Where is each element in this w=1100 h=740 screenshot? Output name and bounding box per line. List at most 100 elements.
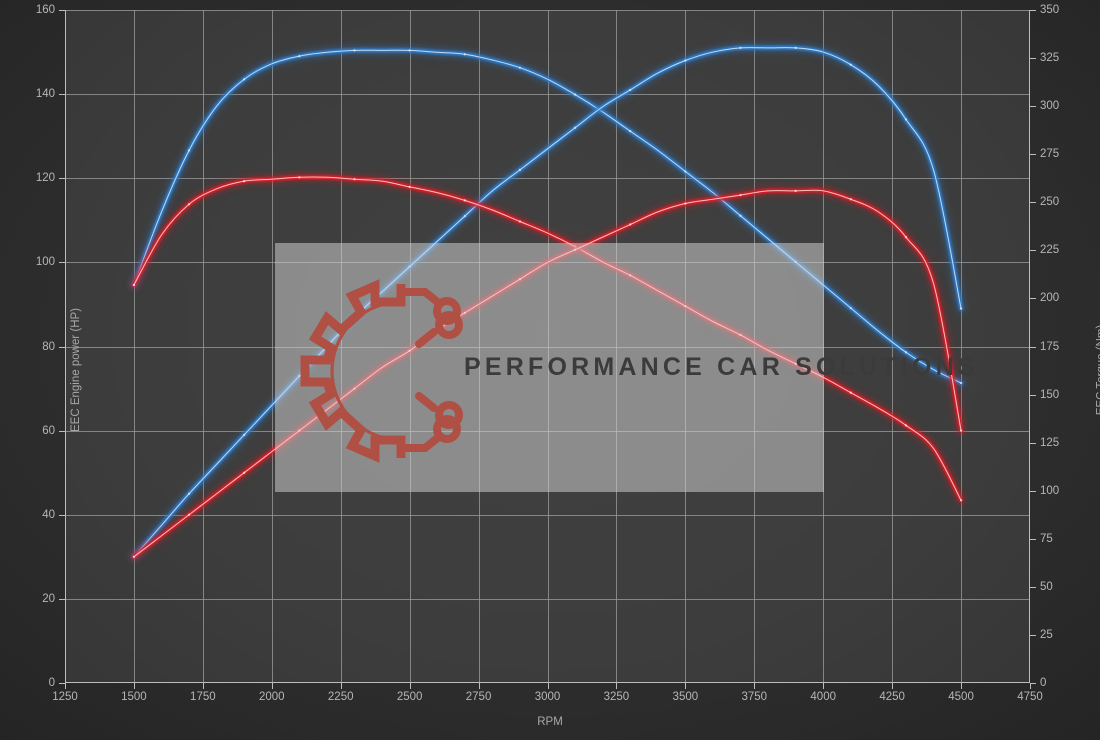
x-axis-tick-label: 2750 xyxy=(465,691,492,703)
x-axis-tick-label: 3250 xyxy=(603,691,630,703)
y-axis-left-tick xyxy=(59,430,65,432)
data-point xyxy=(794,189,797,192)
data-point xyxy=(959,429,963,432)
x-axis-tick xyxy=(823,683,825,689)
y-axis-left-tick-label: 0 xyxy=(48,677,55,689)
data-point xyxy=(132,283,136,287)
x-axis-tick xyxy=(754,683,756,689)
data-point xyxy=(629,130,632,133)
data-point xyxy=(187,203,191,206)
gridline-vertical xyxy=(961,10,963,683)
x-axis-tick xyxy=(892,683,894,689)
x-axis-tick xyxy=(478,683,480,689)
data-point xyxy=(518,168,522,171)
data-point xyxy=(353,178,356,181)
watermark-panel: PERFORMANCE CAR SOLUTIONS xyxy=(275,243,975,492)
x-axis-tick-label: 4500 xyxy=(948,691,974,703)
gridline-vertical xyxy=(202,10,204,683)
y-axis-left-tick xyxy=(59,94,65,96)
y-axis-right-tick xyxy=(1030,683,1036,684)
x-axis-title: RPM xyxy=(537,716,563,728)
data-point xyxy=(298,55,301,58)
y-axis-left-tick-label: 40 xyxy=(42,508,55,521)
y-axis-right-tick-label: 225 xyxy=(1040,244,1060,257)
y-axis-right-tick-label: 125 xyxy=(1040,436,1060,449)
x-axis-tick xyxy=(340,683,342,689)
y-axis-right-tick-label: 325 xyxy=(1040,52,1060,65)
x-axis-tick xyxy=(65,683,66,689)
data-point xyxy=(684,170,687,173)
data-point xyxy=(243,180,246,183)
data-point xyxy=(353,49,356,52)
data-point xyxy=(959,499,963,502)
data-point xyxy=(959,381,963,385)
y-axis-right-tick xyxy=(1030,202,1036,204)
data-point xyxy=(243,433,246,436)
data-point xyxy=(684,202,687,205)
data-point xyxy=(849,63,852,66)
y-axis-left-tick xyxy=(59,598,65,600)
data-point xyxy=(408,49,411,52)
x-axis-tick xyxy=(271,683,273,689)
y-axis-left-tick xyxy=(59,178,65,180)
x-axis-line xyxy=(65,682,1030,683)
x-axis-tick xyxy=(409,683,411,689)
y-axis-right-tick xyxy=(1030,394,1036,396)
y-axis-right-tick xyxy=(1030,154,1036,156)
y-axis-left-tick-label: 100 xyxy=(35,256,55,269)
data-point xyxy=(739,214,742,217)
x-axis-tick xyxy=(547,683,549,689)
y-axis-left-tick-label: 140 xyxy=(35,88,55,101)
y-axis-right-tick-label: 75 xyxy=(1040,532,1053,545)
y-axis-right-tick-label: 150 xyxy=(1040,388,1060,401)
data-point xyxy=(463,53,466,56)
data-point xyxy=(408,185,411,188)
y-axis-left-tick-label: 20 xyxy=(42,592,55,605)
data-point xyxy=(794,46,797,49)
y-axis-left-line xyxy=(65,10,66,683)
x-axis-tick-label: 4000 xyxy=(810,691,836,703)
data-point xyxy=(849,306,852,310)
x-axis-tick xyxy=(202,683,204,689)
data-point xyxy=(573,126,577,129)
y-axis-right-title: EEC Torque (Nm) xyxy=(1096,324,1100,416)
y-axis-left-tick-label: 120 xyxy=(35,172,55,185)
data-point xyxy=(849,391,852,394)
x-axis-tick-label: 3500 xyxy=(672,691,699,703)
x-axis-tick xyxy=(1030,683,1031,689)
y-axis-right-tick xyxy=(1030,586,1036,588)
x-axis-tick-label: 2500 xyxy=(396,691,423,703)
data-point xyxy=(629,88,632,92)
data-point xyxy=(132,555,136,558)
x-axis-tick-label: 2000 xyxy=(258,691,285,703)
data-point xyxy=(463,215,466,218)
y-axis-right-tick xyxy=(1030,442,1036,444)
y-axis-left-tick-label: 160 xyxy=(35,4,55,16)
data-point xyxy=(298,176,301,179)
x-axis-tick xyxy=(616,683,618,689)
x-axis-tick-label: 2250 xyxy=(327,691,354,703)
y-axis-right-tick xyxy=(1030,250,1036,252)
y-axis-right-line xyxy=(1029,10,1030,683)
y-axis-right-tick-label: 175 xyxy=(1040,340,1060,353)
y-axis-right-tick-label: 300 xyxy=(1040,100,1060,113)
x-axis-tick-label: 4750 xyxy=(1017,691,1043,703)
data-point xyxy=(243,471,246,474)
x-axis-tick-label: 3000 xyxy=(534,691,561,703)
y-axis-right-tick xyxy=(1030,346,1036,348)
y-axis-right-tick-label: 200 xyxy=(1040,292,1060,305)
y-axis-right-tick xyxy=(1030,634,1036,636)
data-point xyxy=(904,236,908,239)
y-axis-right-tick xyxy=(1030,298,1036,300)
x-axis-tick-label: 3750 xyxy=(741,691,768,703)
x-axis-tick-label: 1750 xyxy=(190,691,216,703)
series-1 xyxy=(129,43,966,562)
data-point xyxy=(518,220,522,223)
y-axis-right-tick xyxy=(1030,490,1036,492)
y-axis-left-title: EEC Engine power (HP) xyxy=(70,308,82,432)
data-point xyxy=(849,198,852,201)
y-axis-right-tick-label: 100 xyxy=(1040,484,1060,497)
y-axis-left-tick xyxy=(59,262,65,264)
y-axis-left-tick xyxy=(59,10,65,11)
